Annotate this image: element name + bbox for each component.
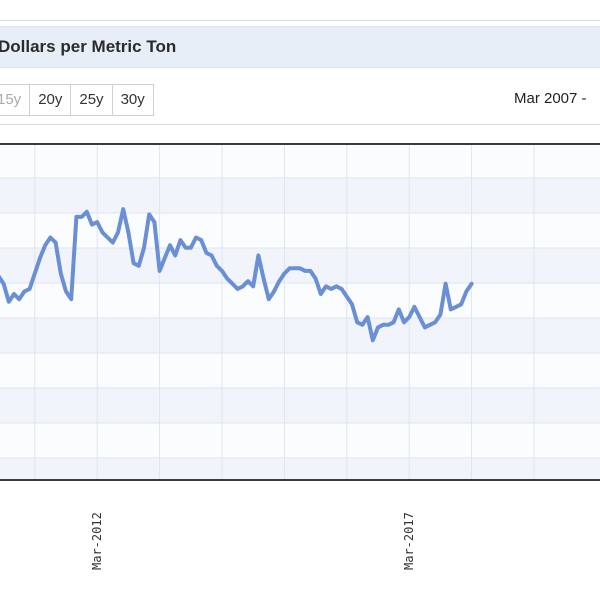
line-chart (0, 145, 600, 479)
range-button-30y[interactable]: 30y (111, 84, 154, 116)
range-button-20y[interactable]: 20y (29, 84, 72, 116)
toolbar-divider (0, 124, 600, 125)
range-button-15y[interactable]: 15y (0, 84, 31, 116)
grid-band (0, 178, 600, 213)
title-bar: Dollars per Metric Ton (0, 26, 600, 68)
grid-band (0, 248, 600, 283)
grid-band (0, 318, 600, 353)
date-range-label[interactable]: Mar 2007 - (514, 90, 587, 107)
x-tick-label: Mar-2017 (402, 512, 417, 570)
grid-band (0, 388, 600, 423)
top-rule (0, 20, 600, 21)
chart-title: Dollars per Metric Ton (0, 37, 177, 56)
grid-band (0, 458, 600, 479)
range-selector: 15y 20y 25y 30y (0, 84, 154, 116)
x-tick-label: Mar-2012 (90, 512, 105, 570)
range-button-25y[interactable]: 25y (70, 84, 113, 116)
series-line-0 (0, 207, 474, 343)
